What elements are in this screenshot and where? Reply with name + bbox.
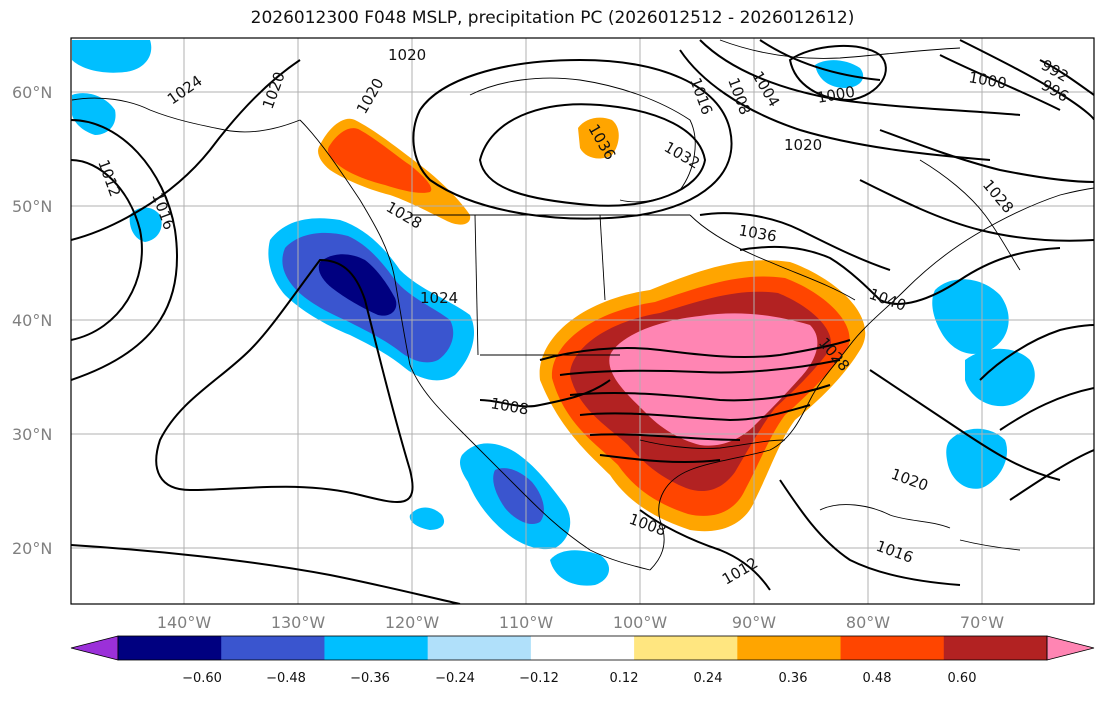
precip-negative-west-3 (318, 254, 397, 316)
precip-positive-central-us-4 (609, 313, 818, 446)
lon-label: 140°W (157, 613, 212, 632)
lat-label: 20°N (12, 539, 52, 558)
precip-negative-mexico-2 (493, 468, 544, 525)
colorbar-labels: −0.60 −0.48 −0.36 −0.24 −0.12 0.12 0.24 … (182, 671, 976, 686)
colorbar-tick-label: 0.48 (863, 671, 892, 686)
colorbar-tick-label: 0.60 (948, 671, 977, 686)
precip-negative-central-am (550, 550, 610, 586)
lat-label: 60°N (12, 83, 52, 102)
colorbar-tick-label: 0.24 (694, 671, 723, 686)
precip-negative-pacific (129, 207, 162, 242)
colorbar-segment (427, 636, 532, 660)
colorbar-extend-max (1046, 635, 1095, 661)
precip-positive-pnw-2 (327, 128, 432, 193)
colorbar-tick-label: −0.36 (350, 671, 390, 686)
precip-negative-alaska-2 (72, 93, 116, 135)
longitude-labels: 140°W 130°W 120°W 110°W 100°W 90°W 80°W … (157, 613, 1004, 632)
colorbar-segment (737, 636, 842, 660)
colorbar-tick-label: −0.60 (182, 671, 222, 686)
isobar-label: 1024 (420, 289, 458, 307)
lon-label: 110°W (499, 613, 554, 632)
lat-label: 40°N (12, 311, 52, 330)
colorbar-segment (118, 636, 222, 660)
precip-negative-atlantic-1 (932, 279, 1009, 354)
shaded-precip-layer (72, 40, 1035, 586)
colorbar-tick-label: 0.36 (779, 671, 808, 686)
colorbar-extend-min (70, 635, 119, 661)
coastlines (71, 39, 1094, 571)
colorbar (70, 635, 1095, 661)
isobar-label: 1020 (784, 136, 822, 154)
lat-label: 30°N (12, 425, 52, 444)
colorbar-tick-label: 0.12 (610, 671, 639, 686)
lat-label: 50°N (12, 197, 52, 216)
colorbar-segment (324, 636, 429, 660)
latitude-labels: 60°N 50°N 40°N 30°N 20°N (12, 83, 52, 558)
colorbar-tick-label: −0.12 (519, 671, 559, 686)
lon-label: 120°W (385, 613, 440, 632)
isobar-label: 1020 (388, 46, 426, 64)
map-title: 2026012300 F048 MSLP, precipitation PC (… (250, 8, 855, 28)
colorbar-segment (840, 636, 945, 660)
colorbar-segment (634, 636, 738, 660)
lon-label: 100°W (613, 613, 668, 632)
lon-label: 130°W (271, 613, 326, 632)
precip-positive-hudson (578, 117, 619, 159)
colorbar-segment (943, 636, 1048, 660)
precip-negative-atlantic-3 (946, 428, 1008, 489)
lon-label: 80°W (846, 613, 890, 632)
colorbar-tick-label: −0.24 (435, 671, 475, 686)
colorbar-frame (117, 635, 1048, 661)
lon-label: 90°W (732, 613, 776, 632)
graticule (71, 38, 1094, 604)
colorbar-segment (221, 636, 325, 660)
isobars (71, 39, 1094, 604)
map-frame (70, 37, 1095, 605)
colorbar-tick-label: −0.48 (266, 671, 306, 686)
colorbar-segment (530, 636, 635, 660)
precip-negative-alaska (72, 40, 152, 73)
precip-negative-baja (409, 507, 445, 530)
lon-label: 70°W (960, 613, 1004, 632)
